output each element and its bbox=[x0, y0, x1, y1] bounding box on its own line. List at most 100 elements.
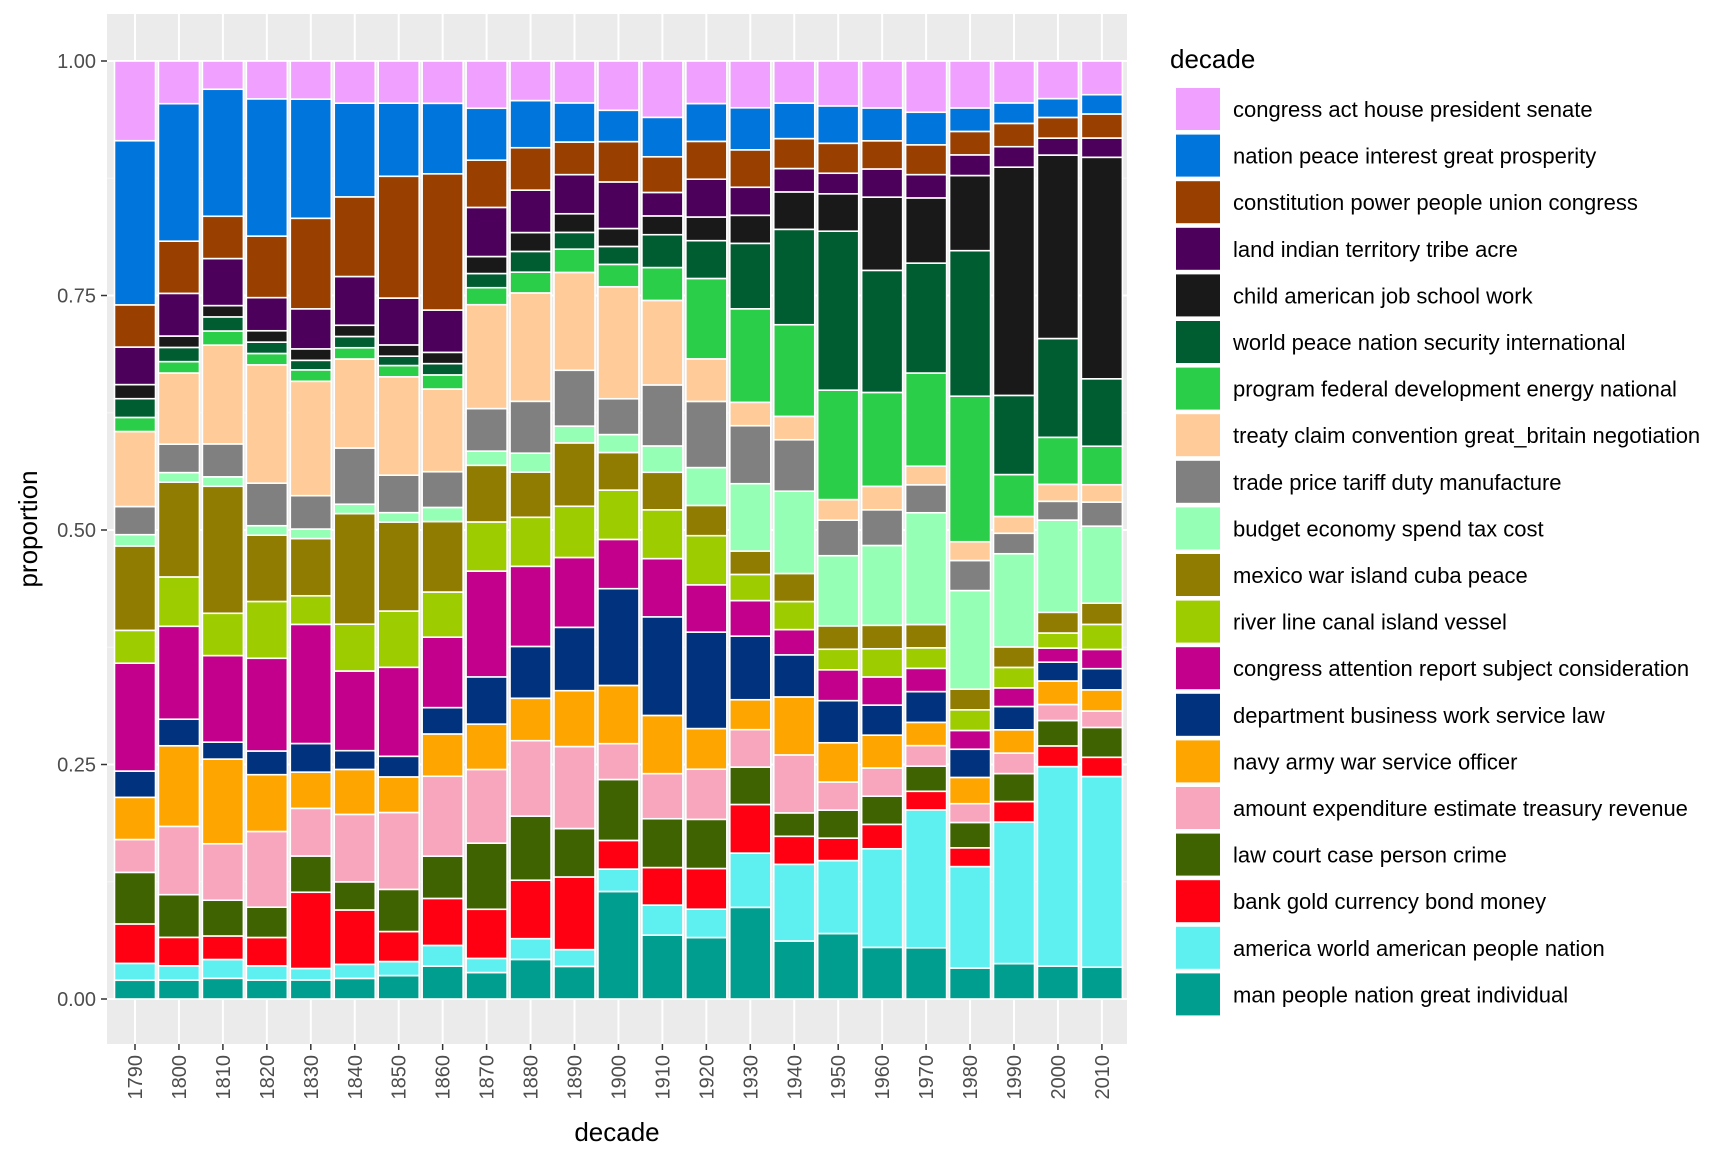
bar-segment bbox=[772, 940, 816, 1000]
legend-label: man people nation great individual bbox=[1233, 982, 1568, 1007]
bar-segment bbox=[1080, 602, 1124, 626]
bar-segment bbox=[157, 718, 201, 747]
bar-segment bbox=[113, 60, 157, 142]
bar-segment bbox=[1080, 525, 1124, 604]
bar-segment bbox=[377, 776, 421, 814]
bar-segment bbox=[1036, 680, 1080, 706]
bar-segment bbox=[509, 937, 552, 961]
bar-segment bbox=[641, 233, 684, 269]
bar-segment bbox=[1036, 719, 1080, 747]
bar-segment bbox=[157, 744, 201, 828]
bar-segment bbox=[1036, 436, 1080, 486]
bar-segment bbox=[904, 667, 948, 693]
bar-segment bbox=[728, 599, 772, 637]
bar-segment bbox=[333, 909, 377, 966]
bar-segment bbox=[772, 137, 816, 170]
bar-segment bbox=[597, 140, 640, 183]
bar-segment bbox=[289, 623, 333, 745]
bar-segment bbox=[245, 657, 289, 752]
bar-segment bbox=[157, 979, 201, 1000]
bar-segment bbox=[685, 584, 728, 633]
bar-segment bbox=[333, 768, 377, 816]
x-tick-label: 1840 bbox=[345, 1055, 367, 1100]
bar-segment bbox=[465, 971, 508, 1000]
bar-segment bbox=[860, 647, 904, 678]
bar-segment bbox=[465, 60, 508, 110]
bar-segment bbox=[685, 867, 728, 910]
bar-segment bbox=[421, 520, 464, 593]
legend-swatch bbox=[1176, 693, 1220, 736]
bar-segment bbox=[157, 240, 201, 295]
bar-segment bbox=[553, 505, 596, 559]
bar-segment bbox=[1036, 97, 1080, 119]
legend-swatch bbox=[1176, 647, 1220, 690]
bar-segment bbox=[1080, 726, 1124, 759]
bar-segment bbox=[377, 102, 421, 178]
bar-segment bbox=[772, 812, 816, 838]
bar-segment bbox=[333, 447, 377, 506]
bar-segment bbox=[245, 364, 289, 484]
bar-segment bbox=[728, 573, 772, 602]
bar-segment bbox=[113, 533, 157, 547]
bar-segment bbox=[289, 348, 333, 362]
bar-segment bbox=[201, 215, 245, 260]
bar-segment bbox=[553, 442, 596, 508]
bar-segment bbox=[421, 102, 464, 175]
bar-segment bbox=[201, 316, 245, 332]
bar-segment bbox=[641, 934, 684, 1000]
bar-segment bbox=[728, 550, 772, 576]
bar-segment bbox=[377, 930, 421, 963]
bar-segment bbox=[772, 754, 816, 814]
bar-segment bbox=[904, 690, 948, 724]
bar-segment bbox=[641, 471, 684, 511]
bar-segment bbox=[113, 796, 157, 841]
bar-segment bbox=[553, 369, 596, 427]
bar-segment bbox=[948, 865, 992, 969]
bar-segment bbox=[201, 842, 245, 902]
bar-segment bbox=[816, 389, 860, 501]
bar-segment bbox=[421, 733, 464, 778]
bar-segment bbox=[333, 512, 377, 625]
bar-segment bbox=[553, 827, 596, 878]
bar-segment bbox=[289, 528, 333, 540]
bar-segment bbox=[201, 344, 245, 445]
bar-segment bbox=[333, 196, 377, 278]
bar-segment bbox=[553, 965, 596, 1000]
legend-swatch bbox=[1176, 926, 1220, 969]
bar-segment bbox=[113, 304, 157, 348]
bar-segment bbox=[377, 474, 421, 514]
y-tick-label: 0.50 bbox=[57, 520, 96, 542]
bar-segment bbox=[728, 803, 772, 854]
bar-segment bbox=[333, 503, 377, 515]
bar-segment bbox=[113, 430, 157, 508]
bar-segment bbox=[157, 60, 201, 105]
bar-segment bbox=[641, 60, 684, 119]
bar-segment bbox=[904, 262, 948, 374]
bar-segment bbox=[816, 554, 860, 627]
bar-segment bbox=[201, 958, 245, 980]
legend-label: treaty claim convention great_britain ne… bbox=[1233, 423, 1700, 448]
bar-segment bbox=[772, 323, 816, 418]
bar-segment bbox=[904, 511, 948, 626]
bar-segment bbox=[553, 141, 596, 176]
y-tick-label: 0.25 bbox=[57, 755, 96, 777]
bar-segment bbox=[816, 837, 860, 862]
bar-segment bbox=[948, 154, 992, 177]
bar-segment bbox=[772, 102, 816, 140]
bar-segment bbox=[377, 974, 421, 1000]
bar-segment bbox=[597, 489, 640, 541]
bar-segment bbox=[509, 739, 552, 817]
bar-segment bbox=[860, 140, 904, 170]
bar-segment bbox=[421, 636, 464, 709]
bar-segment bbox=[421, 309, 464, 354]
bar-segment bbox=[948, 60, 992, 109]
y-tick-label: 0.75 bbox=[57, 286, 96, 308]
bar-segment bbox=[553, 271, 596, 372]
bar-segment bbox=[289, 359, 333, 371]
bar-segment bbox=[728, 635, 772, 701]
bar-segment bbox=[157, 102, 201, 243]
bar-segment bbox=[860, 544, 904, 627]
bar-segment bbox=[860, 734, 904, 769]
bar-segment bbox=[465, 206, 508, 258]
bar-segment bbox=[816, 105, 860, 145]
